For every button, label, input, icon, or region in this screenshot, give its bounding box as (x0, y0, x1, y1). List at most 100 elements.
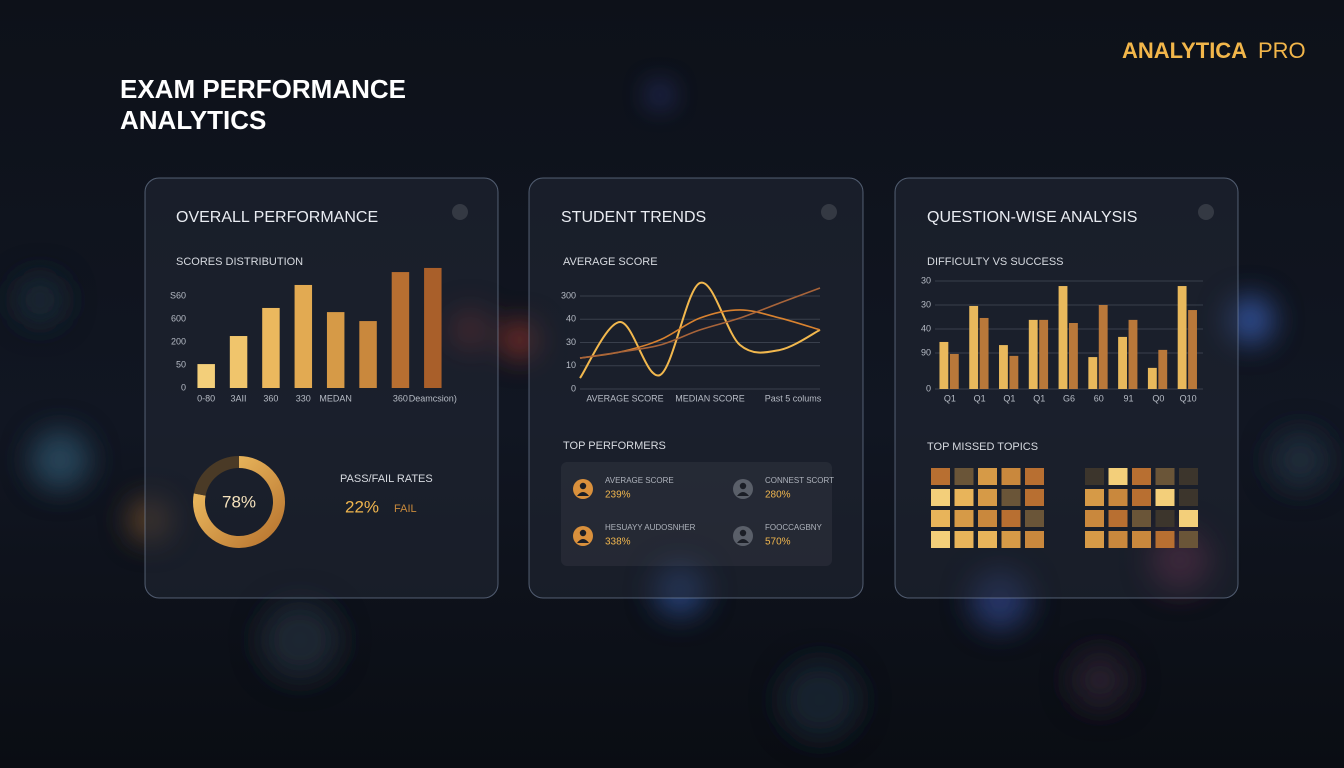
y-tick-label: 90 (921, 347, 931, 357)
bar (949, 353, 959, 389)
x-tick-label: 360 (393, 393, 408, 403)
x-tick-label: G6 (1063, 393, 1075, 403)
x-tick-label: Deamcsion) (409, 393, 457, 403)
heat-cell (1132, 531, 1151, 548)
page-title: EXAM PERFORMANCE ANALYTICS (120, 74, 407, 135)
legend-entry: Past 5 colums (765, 393, 822, 403)
bar (939, 341, 949, 389)
y-tick-label: 0 (571, 383, 576, 393)
fail-value: 22% (345, 497, 379, 516)
y-tick-label: 0 (181, 382, 186, 392)
heat-cell (1155, 489, 1175, 506)
performer-value: 280% (765, 490, 791, 501)
heat-cell (1155, 468, 1175, 485)
heat-cell (931, 468, 950, 485)
heat-cell (1179, 468, 1198, 485)
heat-cell (1108, 531, 1128, 548)
chart-title: DIFFICULTY VS SUCCESS (927, 256, 1064, 268)
heat-cell (978, 510, 997, 527)
x-tick-label: 91 (1124, 393, 1134, 403)
panel: OVERALL PERFORMANCE (144, 177, 499, 599)
heat-cell (1001, 510, 1021, 527)
heat-cell (1085, 510, 1104, 527)
heat-cell (954, 510, 974, 527)
panel-title: QUESTION-WISE ANALYSIS (927, 209, 1137, 226)
heat-cell (1001, 468, 1021, 485)
heat-cell (931, 510, 950, 527)
missed-topics-grid (931, 468, 1198, 548)
city-light (780, 660, 860, 740)
bar (969, 305, 979, 389)
performer-label: FOOCCAGBNY (765, 523, 823, 532)
chart-title: PASS/FAIL RATES (340, 473, 433, 485)
avatar-body (737, 539, 749, 543)
avatar-head (579, 482, 587, 490)
y-tick-label: 0 (926, 383, 931, 393)
x-tick-label: 330 (296, 393, 311, 403)
performer-label: HESUAYY AUDOSNHER (605, 523, 696, 532)
y-tick-label: 30 (921, 299, 931, 309)
legend-entry: AVERAGE SCORE (586, 393, 663, 403)
panel-icon[interactable] (1198, 204, 1214, 220)
bar (1147, 367, 1157, 389)
x-tick-label: 60 (1094, 393, 1104, 403)
avatar-body (577, 539, 589, 543)
brand-suffix: PRO (1258, 38, 1306, 63)
bar (262, 307, 280, 388)
panel-frame (528, 177, 864, 599)
y-tick-label: 30 (566, 337, 576, 347)
bar (999, 345, 1008, 389)
avatar-body (737, 492, 749, 496)
panel-icon[interactable] (452, 204, 468, 220)
x-tick-label: Q1 (944, 393, 956, 403)
heat-cell (1179, 510, 1198, 527)
bar (424, 267, 442, 388)
x-tick-label: Q1 (1033, 393, 1045, 403)
bar (229, 336, 248, 388)
avatar-head (739, 529, 747, 537)
line (579, 281, 821, 379)
heat-cell (978, 489, 997, 506)
bar (359, 321, 377, 388)
heat-cell (1132, 510, 1151, 527)
bar (1098, 305, 1108, 389)
panel: STUDENT TRENDS (528, 177, 864, 599)
bar (1128, 319, 1138, 389)
heat-cell (1025, 510, 1044, 527)
heat-cell (954, 531, 974, 548)
heat-cell (1025, 468, 1044, 485)
city-light (30, 430, 90, 490)
brand-name: ANALYTICA (1122, 38, 1247, 63)
city-light (652, 87, 668, 103)
heat-cell (1085, 468, 1104, 485)
chart-title: AVERAGE SCORE (563, 256, 658, 268)
heat-cell (954, 468, 974, 485)
y-tick-label: 40 (921, 323, 931, 333)
x-tick-label: Q0 (1152, 393, 1164, 403)
bar (326, 312, 345, 388)
panel-icon[interactable] (821, 204, 837, 220)
heat-cell (978, 531, 997, 548)
heat-cell (978, 468, 997, 485)
heat-cell (931, 489, 950, 506)
heat-cell (1108, 510, 1128, 527)
bar (1158, 349, 1168, 389)
heat-cell (1001, 531, 1021, 548)
bar (197, 364, 215, 388)
heat-cell (1179, 489, 1198, 506)
performer-value: 239% (605, 490, 631, 501)
title-box: EXAM PERFORMANCE ANALYTICS (120, 74, 407, 135)
heat-cell (1025, 531, 1044, 548)
y-tick-label: 600 (171, 313, 186, 323)
heat-cell (1155, 510, 1175, 527)
heat-cell (1132, 489, 1151, 506)
bar (294, 284, 313, 388)
y-tick-label: 10 (566, 360, 576, 370)
y-tick-label: S60 (170, 290, 186, 300)
performer-value: 570% (765, 537, 791, 548)
legend-entry: MEDIAN SCORE (675, 393, 745, 403)
bar (1028, 319, 1038, 389)
x-tick-label: 0-80 (197, 393, 215, 403)
bar (1118, 336, 1127, 389)
